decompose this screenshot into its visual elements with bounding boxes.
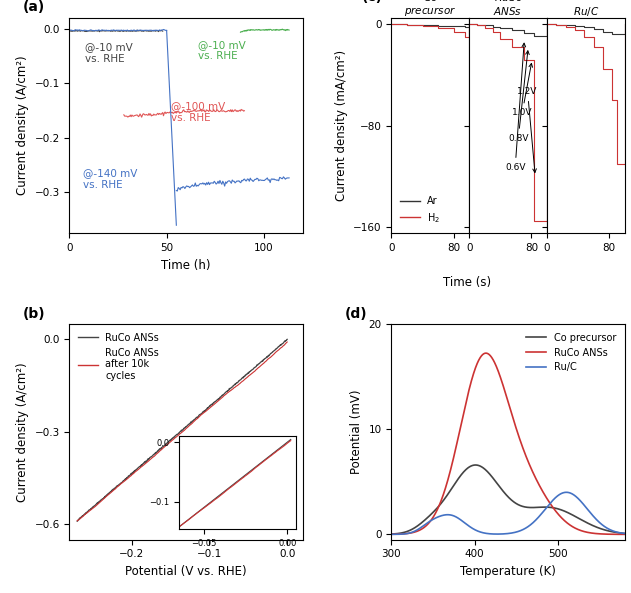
RuCo ANSs
after 10k
cycles	[232, 384, 239, 391]
Legend: Ar, H$_2$: Ar, H$_2$	[396, 192, 444, 228]
Legend: RuCo ANSs, RuCo ANSs
after 10k
cycles: RuCo ANSs, RuCo ANSs after 10k cycles	[74, 329, 163, 385]
RuCo ANSs	[408, 529, 416, 536]
Text: @-140 mV
vs. RHE: @-140 mV vs. RHE	[83, 168, 138, 190]
RuCo ANSs	[577, 527, 584, 534]
RuCo ANSs
after 10k
cycles	[283, 339, 291, 346]
RuCo ANSs
after 10k
cycles	[73, 517, 81, 524]
RuCo ANSs	[73, 518, 81, 525]
RuCo ANSs	[490, 358, 498, 365]
RuCo ANSs
after 10k
cycles	[214, 398, 221, 405]
Co precursor	[384, 531, 391, 538]
RuCo ANSs	[232, 380, 239, 387]
Co precursor	[408, 526, 416, 533]
Ru/C	[563, 489, 570, 496]
Ru/C	[481, 530, 489, 537]
Ru/C	[577, 497, 584, 504]
Text: @-10 mV
vs. RHE: @-10 mV vs. RHE	[85, 42, 133, 64]
RuCo ANSs	[482, 350, 490, 357]
Co precursor	[550, 504, 557, 511]
X-axis label: Temperature (K): Temperature (K)	[460, 565, 556, 578]
Co precursor	[481, 466, 489, 473]
RuCo ANSs	[168, 435, 176, 442]
Line: Co precursor: Co precursor	[387, 465, 629, 534]
Line: RuCo ANSs
after 10k
cycles: RuCo ANSs after 10k cycles	[77, 342, 287, 521]
Text: (c): (c)	[362, 0, 383, 4]
RuCo ANSs	[197, 410, 204, 417]
X-axis label: Potential (V vs. RHE): Potential (V vs. RHE)	[125, 565, 247, 578]
Text: (b): (b)	[23, 307, 45, 321]
Y-axis label: Current density (A/cm²): Current density (A/cm²)	[16, 56, 29, 196]
Y-axis label: Current density (mA/cm²): Current density (mA/cm²)	[334, 50, 348, 201]
Text: 1.0V: 1.0V	[512, 63, 533, 117]
Ru/C	[625, 530, 631, 537]
RuCo ANSs	[550, 505, 557, 512]
RuCo ANSs
after 10k
cycles	[127, 472, 135, 479]
Ru/C	[384, 531, 391, 538]
Co precursor	[577, 515, 584, 522]
Text: (a): (a)	[23, 1, 45, 14]
RuCo ANSs
after 10k
cycles	[110, 486, 118, 493]
RuCo ANSs	[481, 350, 489, 357]
Line: Ru/C: Ru/C	[387, 492, 629, 534]
Ru/C	[490, 531, 497, 538]
Text: 1.2V: 1.2V	[517, 87, 538, 173]
Co precursor	[625, 530, 631, 537]
Text: @-100 mV
vs. RHE: @-100 mV vs. RHE	[170, 101, 225, 123]
Line: RuCo ANSs: RuCo ANSs	[77, 339, 287, 521]
Co precursor	[490, 476, 498, 483]
Ru/C	[550, 496, 557, 503]
Title: $Co$
$precursor$: $Co$ $precursor$	[404, 0, 456, 18]
RuCo ANSs
after 10k
cycles	[168, 437, 176, 444]
Text: 0.8V: 0.8V	[508, 51, 529, 143]
Title: $RuCo$
$ANSs$: $RuCo$ $ANSs$	[493, 0, 522, 17]
Ru/C	[572, 493, 580, 500]
RuCo ANSs	[572, 525, 580, 532]
Text: 0.6V: 0.6V	[505, 43, 526, 172]
RuCo ANSs	[384, 531, 391, 538]
Text: @-10 mV
vs. RHE: @-10 mV vs. RHE	[198, 40, 245, 61]
Title: $Ru/C$: $Ru/C$	[572, 5, 599, 18]
Text: Time (s): Time (s)	[443, 276, 491, 289]
Legend: Co precursor, RuCo ANSs, Ru/C: Co precursor, RuCo ANSs, Ru/C	[522, 329, 620, 377]
Y-axis label: Current density (A/cm²): Current density (A/cm²)	[16, 362, 29, 502]
RuCo ANSs	[110, 484, 118, 492]
Y-axis label: Potential (mV): Potential (mV)	[350, 390, 363, 474]
Line: RuCo ANSs: RuCo ANSs	[387, 353, 629, 534]
RuCo ANSs
after 10k
cycles	[197, 412, 204, 419]
Text: (d): (d)	[345, 307, 367, 321]
RuCo ANSs	[283, 336, 291, 343]
RuCo ANSs	[214, 396, 221, 403]
Co precursor	[572, 513, 580, 520]
RuCo ANSs	[127, 470, 135, 477]
X-axis label: Time (h): Time (h)	[162, 259, 211, 272]
RuCo ANSs	[625, 531, 631, 538]
Co precursor	[472, 461, 480, 468]
Ru/C	[408, 529, 416, 536]
